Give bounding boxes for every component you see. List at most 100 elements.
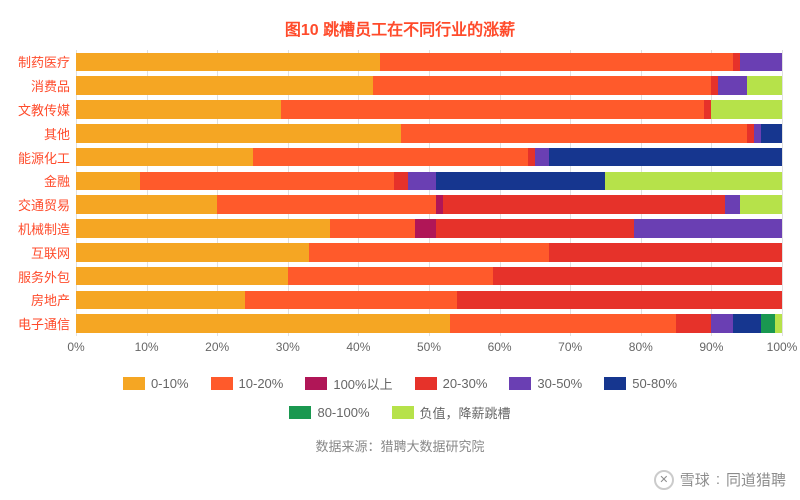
bar-segment [76, 243, 309, 262]
watermark-author: 同道猎聘 [726, 469, 786, 490]
bar-segment [704, 100, 711, 119]
x-tick: 60% [488, 340, 512, 354]
y-label: 能源化工 [18, 145, 70, 169]
legend-label: 0-10% [151, 376, 189, 391]
bar-segment [634, 219, 782, 238]
y-label: 机械制造 [18, 217, 70, 241]
legend-item: 80-100% [289, 403, 369, 422]
bar-segment [281, 100, 705, 119]
bar-segment [457, 291, 782, 310]
bar-segment [309, 243, 549, 262]
stacked-bar [76, 148, 782, 167]
bar-segment [549, 243, 782, 262]
bar-row [76, 74, 782, 98]
y-label: 电子通信 [18, 312, 70, 336]
bar-segment [535, 148, 549, 167]
y-label: 房地产 [18, 288, 70, 312]
bar-row [76, 217, 782, 241]
legend-item: 30-50% [509, 374, 582, 393]
bar-segment [549, 148, 782, 167]
gridline [782, 50, 783, 336]
x-tick: 100% [767, 340, 798, 354]
bar-segment [76, 267, 288, 286]
chart-title: 图10 跳槽员工在不同行业的涨薪 [18, 16, 782, 40]
bar-segment [76, 53, 380, 72]
bar-segment [373, 76, 712, 95]
legend-item: 10-20% [211, 374, 284, 393]
legend-swatch [211, 377, 233, 390]
x-tick: 70% [558, 340, 582, 354]
y-label: 服务外包 [18, 264, 70, 288]
legend-item: 20-30% [415, 374, 488, 393]
legend-label: 50-80% [632, 376, 677, 391]
bar-segment [747, 124, 754, 143]
x-tick: 40% [346, 340, 370, 354]
bar-row [76, 145, 782, 169]
bars-area [76, 50, 782, 336]
legend-swatch [604, 377, 626, 390]
bar-segment [76, 195, 217, 214]
y-label: 其他 [18, 121, 70, 145]
stacked-bar [76, 243, 782, 262]
bar-segment [380, 53, 733, 72]
bar-segment [443, 195, 725, 214]
stacked-bar [76, 124, 782, 143]
bar-row [76, 98, 782, 122]
legend-swatch [289, 406, 311, 419]
legend-swatch [415, 377, 437, 390]
x-tick: 80% [629, 340, 653, 354]
y-axis-labels: 制药医疗消费品文教传媒其他能源化工金融交通贸易机械制造互联网服务外包房地产电子通… [18, 50, 76, 336]
bar-segment [288, 267, 493, 286]
legend: 0-10%10-20%100%以上20-30%30-50%50-80%80-10… [78, 374, 722, 422]
x-tick: 0% [67, 340, 84, 354]
bar-segment [747, 76, 782, 95]
bar-segment [76, 291, 245, 310]
watermark-icon: ✕ [654, 470, 674, 490]
stacked-bar [76, 100, 782, 119]
bar-segment [733, 53, 740, 72]
bar-segment [76, 172, 140, 191]
legend-label: 80-100% [317, 405, 369, 420]
bar-segment [415, 219, 436, 238]
bar-segment [330, 219, 415, 238]
bar-segment [76, 76, 373, 95]
bar-segment [253, 148, 528, 167]
bar-row [76, 169, 782, 193]
legend-item: 0-10% [123, 374, 189, 393]
legend-swatch [392, 406, 414, 419]
y-label: 金融 [18, 169, 70, 193]
bar-row [76, 288, 782, 312]
legend-swatch [123, 377, 145, 390]
bar-segment [436, 219, 634, 238]
legend-swatch [305, 377, 327, 390]
bar-segment [394, 172, 408, 191]
stacked-bar [76, 219, 782, 238]
bar-row [76, 240, 782, 264]
x-tick: 50% [417, 340, 441, 354]
bar-segment [245, 291, 457, 310]
y-label: 消费品 [18, 74, 70, 98]
bar-segment [711, 76, 718, 95]
bar-segment [436, 195, 443, 214]
watermark-sep: : [716, 471, 720, 488]
stacked-bar [76, 76, 782, 95]
bar-row [76, 50, 782, 74]
legend-item: 负值，降薪跳槽 [392, 403, 511, 422]
x-tick: 10% [135, 340, 159, 354]
plot-area: 制药医疗消费品文教传媒其他能源化工金融交通贸易机械制造互联网服务外包房地产电子通… [18, 50, 782, 336]
bar-segment [775, 314, 782, 333]
watermark: ✕ 雪球 : 同道猎聘 [654, 469, 786, 490]
bar-segment [711, 100, 782, 119]
bar-segment [76, 314, 450, 333]
x-axis-row: 0%10%20%30%40%50%60%70%80%90%100% [18, 336, 782, 362]
bar-segment [725, 195, 739, 214]
legend-label: 20-30% [443, 376, 488, 391]
legend-label: 负值，降薪跳槽 [420, 403, 511, 422]
y-label: 互联网 [18, 240, 70, 264]
y-label: 文教传媒 [18, 98, 70, 122]
bar-segment [217, 195, 436, 214]
chart-container: 图10 跳槽员工在不同行业的涨薪 制药医疗消费品文教传媒其他能源化工金融交通贸易… [0, 0, 800, 500]
bar-segment [436, 172, 605, 191]
stacked-bar [76, 267, 782, 286]
bar-segment [740, 195, 782, 214]
